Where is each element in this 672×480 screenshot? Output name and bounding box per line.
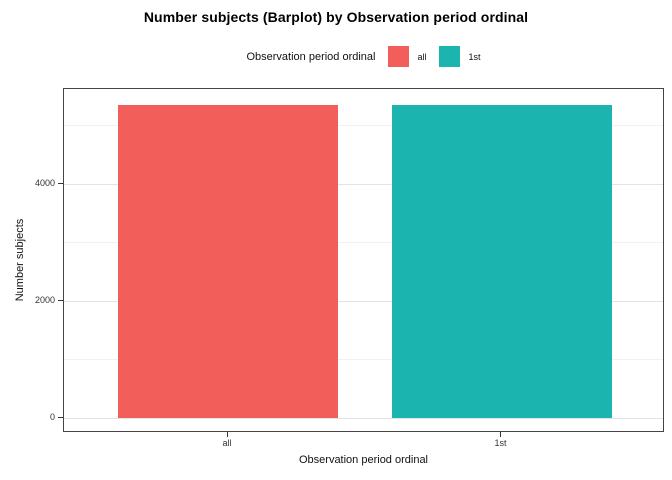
- chart-title: Number subjects (Barplot) by Observation…: [143, 9, 529, 25]
- gridline-minor: [64, 242, 663, 243]
- legend: Observation period ordinal all 1st: [63, 44, 664, 69]
- gridline-minor: [64, 359, 663, 360]
- legend-label-all: all: [417, 51, 427, 62]
- gridline-major: [64, 183, 663, 185]
- gridline-minor: [64, 125, 663, 126]
- y-tick-mark: [58, 182, 63, 184]
- legend-title: Observation period ordinal: [246, 50, 376, 63]
- legend-label-1st: 1st: [468, 51, 481, 62]
- bar-1st: [391, 105, 612, 418]
- y-tick-label: 0: [49, 412, 55, 422]
- bar-all: [118, 105, 338, 418]
- gridline-major: [64, 417, 663, 419]
- y-axis-title: Number subjects: [14, 218, 26, 302]
- y-tick-label: 4000: [34, 178, 55, 188]
- legend-swatch-all: [387, 46, 409, 67]
- legend-swatch-1st: [438, 46, 460, 67]
- legend-item-1st: 1st: [438, 46, 481, 67]
- legend-item-all: all: [387, 46, 427, 67]
- plot-panel: [63, 88, 664, 432]
- x-tick-mark: [226, 432, 228, 437]
- x-tick-label: all: [222, 438, 232, 448]
- x-tick-mark: [500, 432, 501, 437]
- x-tick-label: 1st: [494, 438, 507, 448]
- gridline-major: [64, 300, 663, 302]
- y-tick-mark: [58, 416, 63, 418]
- x-axis-title: Observation period ordinal: [298, 454, 429, 466]
- y-tick-label: 2000: [34, 295, 55, 305]
- y-tick-mark: [58, 299, 63, 301]
